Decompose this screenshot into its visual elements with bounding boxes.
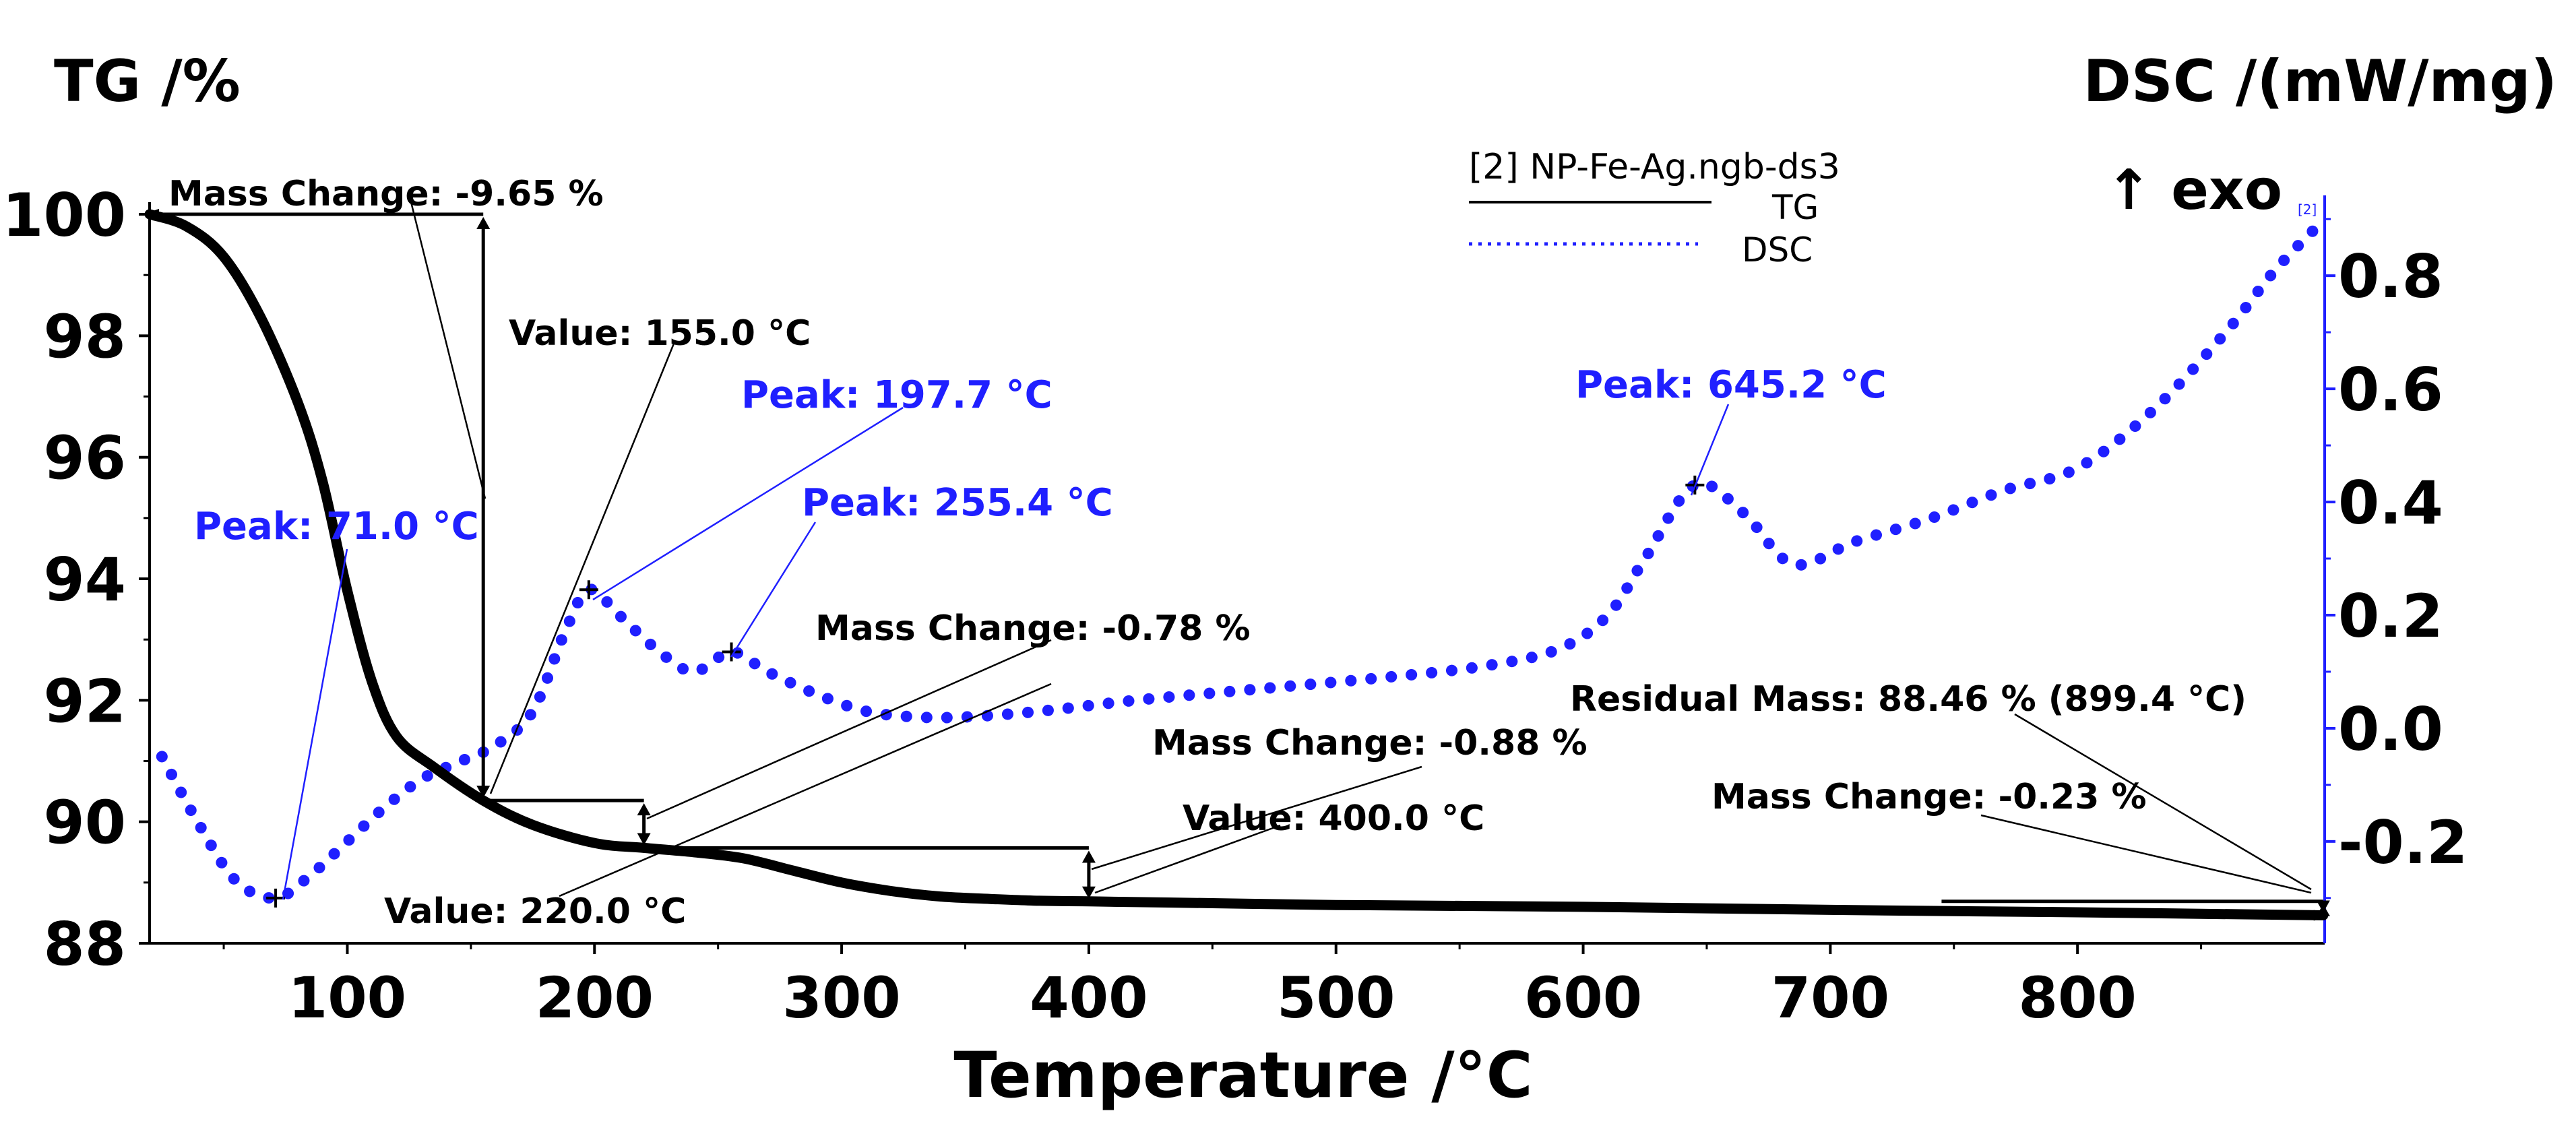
leader-value-155 bbox=[489, 343, 675, 794]
x-tick-label: 100 bbox=[288, 965, 406, 1031]
leader-mass-change-1 bbox=[410, 201, 486, 499]
y-right-tick-label: 0.8 bbox=[2338, 242, 2443, 311]
y-left-tick-label: 88 bbox=[44, 910, 126, 979]
tg-series-line bbox=[144, 209, 2329, 920]
annotation-mass-change-2: Mass Change: -0.78 % bbox=[815, 608, 1251, 649]
leader-peak-71 bbox=[282, 548, 348, 900]
x-tick-label: 500 bbox=[1277, 965, 1395, 1031]
annotation-mass-change-3: Mass Change: -0.88 % bbox=[1152, 723, 1588, 763]
y-right-tick-label: -0.2 bbox=[2338, 808, 2468, 877]
annotation-value-220: Value: 220.0 °C bbox=[384, 891, 686, 932]
y-left-tick-label: 96 bbox=[44, 424, 126, 493]
annotation-value-400: Value: 400.0 °C bbox=[1183, 798, 1484, 839]
annotation-peak-255: Peak: 255.4 °C bbox=[802, 481, 1113, 525]
x-tick-label: 700 bbox=[1771, 965, 1889, 1031]
leader-mass-change-2 bbox=[646, 639, 1052, 820]
peak-marker bbox=[266, 888, 286, 908]
y-left-tick-label: 98 bbox=[44, 302, 126, 371]
x-tick-label: 400 bbox=[1030, 965, 1148, 1031]
annotation-residual-mass: Residual Mass: 88.46 % (899.4 °C) bbox=[1570, 679, 2247, 720]
annotation-peak-197: Peak: 197.7 °C bbox=[741, 373, 1053, 417]
dsc-series-line bbox=[156, 213, 2331, 904]
step-arrow-up bbox=[637, 803, 651, 816]
leader-lines bbox=[282, 201, 2312, 900]
y-left-tick-label: 90 bbox=[44, 788, 126, 858]
y-right-tick-label: 0.2 bbox=[2338, 581, 2443, 651]
y-right-axis-label: DSC /(mW/mg) bbox=[2083, 48, 2557, 115]
annotation-value-155: Value: 155.0 °C bbox=[509, 313, 811, 354]
leader-peak-255 bbox=[730, 521, 817, 658]
leader-mass-change-4 bbox=[1980, 814, 2312, 894]
leader-mass-change-3 bbox=[1091, 765, 1422, 871]
x-axis-label: Temperature /°C bbox=[953, 1039, 1532, 1112]
mass-change-steps bbox=[150, 212, 2330, 916]
step-arrow-down bbox=[2316, 900, 2330, 913]
step-arrow-up bbox=[476, 217, 491, 230]
legend-dsc-label: DSC bbox=[1742, 230, 1813, 270]
legend-title: [2] NP-Fe-Ag.ngb-ds3 bbox=[1469, 147, 1840, 187]
plot-frame bbox=[148, 195, 2326, 945]
x-tick-label: 300 bbox=[782, 965, 900, 1031]
annotation-peak-71: Peak: 71.0 °C bbox=[194, 505, 479, 548]
peak-marker bbox=[579, 580, 598, 600]
step-arrow-down bbox=[1081, 886, 1096, 899]
curve-tag: [2] bbox=[2298, 201, 2317, 218]
y-left-tick-label: 92 bbox=[44, 666, 126, 736]
y-right-tick-label: 0.4 bbox=[2338, 468, 2443, 538]
tg-end-marker bbox=[2313, 910, 2330, 921]
x-tick-label: 800 bbox=[2019, 965, 2137, 1031]
y-right-tick-label: 0.0 bbox=[2338, 695, 2443, 764]
step-arrow-up bbox=[1081, 850, 1096, 863]
peak-marker bbox=[722, 642, 741, 662]
x-tick-label: 200 bbox=[536, 965, 654, 1031]
legend-tg-label: TG bbox=[1771, 188, 1819, 227]
axis-ticks: 100 200 300 400 500 600 700 800 88 90 92 94 96 98 100 -… bbox=[2, 181, 2468, 1031]
leader-peak-645 bbox=[1690, 404, 1730, 496]
annotation-mass-change-1: Mass Change: -9.65 % bbox=[168, 174, 604, 214]
y-left-axis-label: TG /% bbox=[54, 48, 241, 115]
step-arrow-down bbox=[637, 833, 651, 846]
y-left-tick-label: 94 bbox=[44, 545, 126, 614]
leader-peak-197 bbox=[592, 406, 904, 601]
leader-value-400 bbox=[1094, 824, 1281, 894]
peak-markers bbox=[143, 209, 2330, 921]
exo-indicator: ↑ exo bbox=[2106, 158, 2282, 222]
annotation-peak-645: Peak: 645.2 °C bbox=[1575, 363, 1887, 407]
x-tick-label: 600 bbox=[1524, 965, 1642, 1031]
tg-start-marker bbox=[143, 209, 159, 220]
legend: [2] NP-Fe-Ag.ngb-ds3 TG DSC bbox=[1469, 147, 1840, 270]
leader-residual bbox=[2014, 713, 2312, 891]
leader-value-220 bbox=[559, 683, 1052, 897]
annotation-mass-change-4: Mass Change: -0.23 % bbox=[1711, 777, 2147, 817]
step-arrow-down bbox=[476, 786, 491, 798]
y-left-tick-label: 100 bbox=[2, 181, 126, 250]
y-right-tick-label: 0.6 bbox=[2338, 355, 2443, 424]
